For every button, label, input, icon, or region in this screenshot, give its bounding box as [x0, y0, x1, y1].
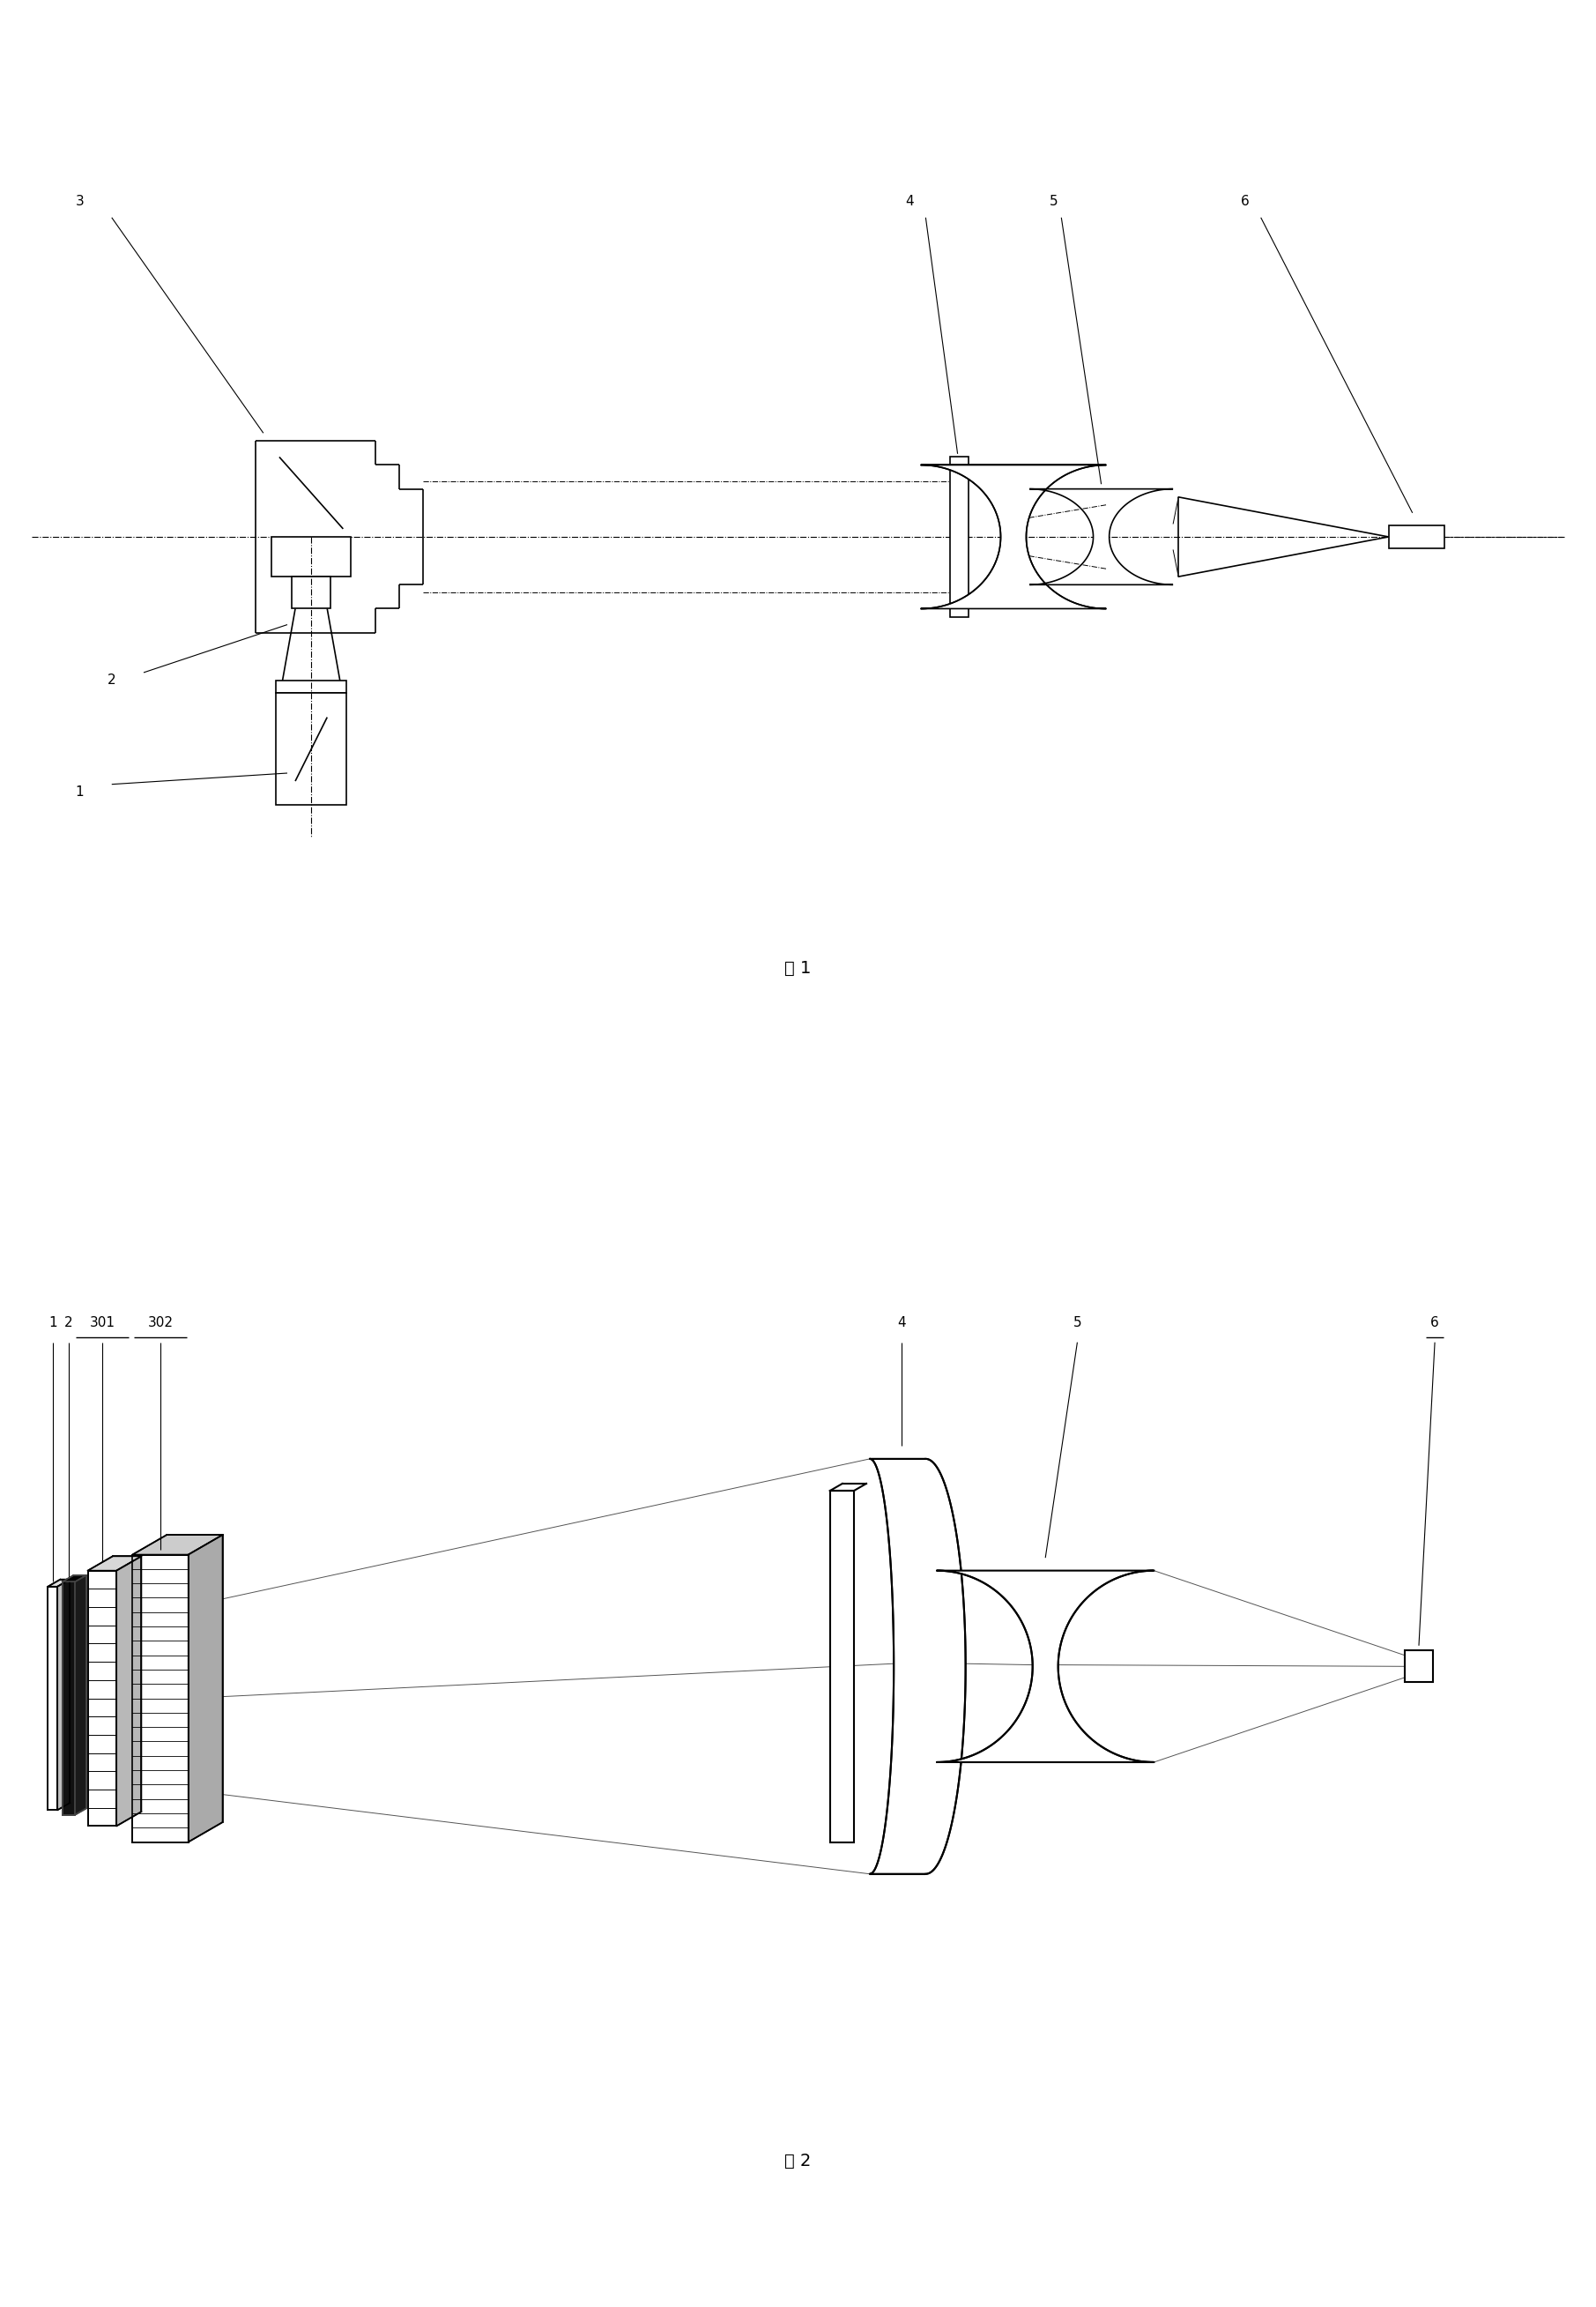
Text: 5: 5	[1073, 1317, 1082, 1329]
Polygon shape	[48, 1587, 57, 1811]
Polygon shape	[132, 1555, 188, 1841]
Text: 1: 1	[48, 1317, 57, 1329]
Polygon shape	[870, 1458, 966, 1873]
Polygon shape	[117, 1557, 142, 1827]
Bar	[276, 694, 346, 805]
Text: 6: 6	[1240, 196, 1250, 208]
Text: 4: 4	[905, 196, 915, 208]
Text: 5: 5	[1049, 196, 1058, 208]
Polygon shape	[921, 466, 1106, 609]
Bar	[1404, 1650, 1433, 1682]
Text: 4: 4	[897, 1317, 907, 1329]
Polygon shape	[132, 1534, 222, 1555]
Polygon shape	[1029, 489, 1173, 584]
Bar	[950, 457, 969, 616]
Bar	[271, 538, 351, 577]
Polygon shape	[88, 1557, 142, 1571]
Polygon shape	[48, 1580, 70, 1587]
Text: 2: 2	[107, 674, 117, 687]
Text: 2: 2	[64, 1317, 73, 1329]
Bar	[292, 577, 330, 609]
Text: 302: 302	[147, 1317, 174, 1329]
Polygon shape	[937, 1571, 1154, 1763]
Polygon shape	[62, 1576, 86, 1583]
Text: 图 1: 图 1	[785, 960, 811, 976]
Text: 1: 1	[75, 787, 85, 798]
Text: 6: 6	[1430, 1317, 1440, 1329]
Polygon shape	[830, 1490, 854, 1841]
Polygon shape	[62, 1583, 75, 1816]
Text: 3: 3	[75, 196, 85, 208]
Polygon shape	[88, 1571, 117, 1827]
Text: 图 2: 图 2	[785, 2152, 811, 2169]
Bar	[276, 681, 346, 694]
Text: 301: 301	[89, 1317, 115, 1329]
Polygon shape	[75, 1576, 86, 1816]
Polygon shape	[188, 1534, 222, 1841]
Polygon shape	[57, 1580, 70, 1811]
Bar	[1389, 526, 1444, 549]
